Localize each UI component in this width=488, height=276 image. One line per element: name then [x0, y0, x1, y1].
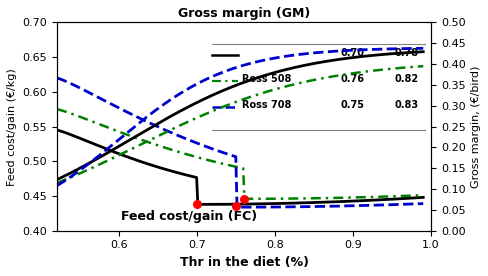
Text: 0.76: 0.76: [341, 74, 365, 84]
Text: Ross 508: Ross 508: [242, 74, 291, 84]
Y-axis label: Gross margin, (€/bird): Gross margin, (€/bird): [471, 65, 481, 188]
Text: Feed cost/gain (FC): Feed cost/gain (FC): [122, 210, 258, 223]
Point: [232, 204, 240, 209]
Text: 0.83: 0.83: [395, 100, 419, 110]
X-axis label: Thr in the diet (%): Thr in the diet (%): [180, 256, 308, 269]
Text: Ross 708: Ross 708: [242, 100, 291, 110]
Title: Gross margin (GM): Gross margin (GM): [178, 7, 310, 20]
Text: 0.75: 0.75: [341, 100, 365, 110]
Point: [240, 197, 248, 201]
Point: [193, 202, 201, 207]
Text: 0.70: 0.70: [341, 48, 365, 58]
Text: Arbor Acres: Arbor Acres: [242, 48, 307, 58]
Text: 0.78: 0.78: [395, 48, 419, 58]
Text: 0.82: 0.82: [395, 74, 419, 84]
Text: Opt. Thr level, %  FC    GM: Opt. Thr level, % FC GM: [212, 29, 346, 38]
Y-axis label: Feed cost/gain (€/kg): Feed cost/gain (€/kg): [7, 68, 17, 185]
